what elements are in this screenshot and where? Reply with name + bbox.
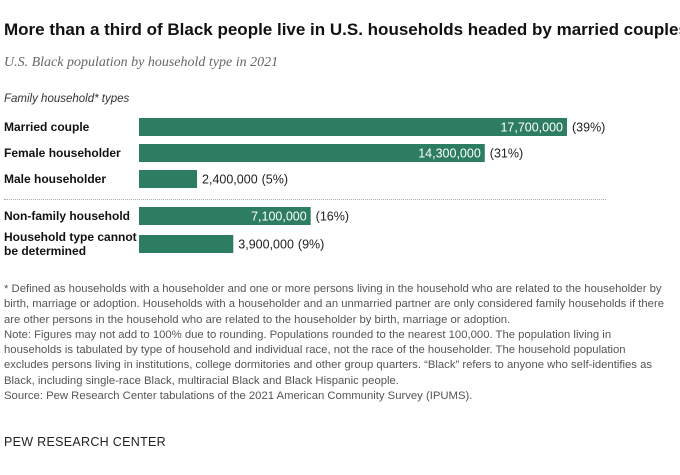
- bar: [139, 144, 485, 162]
- brand-logo-text: PEW RESEARCH CENTER: [4, 435, 166, 449]
- chart-subtitle: U.S. Black population by household type …: [4, 55, 279, 70]
- bar-chart: Married couple 17,700,000 (39%) Female hous…: [4, 118, 605, 258]
- percent-label: (16%): [316, 210, 349, 224]
- percent-label: (31%): [490, 147, 523, 161]
- definition-note: * Defined as households with a household…: [4, 283, 664, 326]
- chart-title: More than a third of Black people live i…: [4, 20, 680, 39]
- category-label: Married couple: [4, 120, 90, 134]
- category-label: Male householder: [4, 172, 106, 186]
- value-label: 2,400,000: [202, 173, 258, 187]
- category-label: Female householder: [4, 146, 121, 160]
- percent-label: (9%): [298, 238, 324, 252]
- percent-label: (5%): [262, 173, 288, 187]
- bar: [139, 118, 567, 136]
- category-label: Non-family household: [4, 209, 130, 223]
- value-label: 17,700,000: [500, 121, 563, 135]
- value-label: 7,100,000: [251, 210, 307, 224]
- value-label: 3,900,000: [238, 238, 294, 252]
- bar: [139, 235, 234, 253]
- value-label: 14,300,000: [418, 147, 481, 161]
- section-divider: [4, 199, 606, 200]
- group-label: Family household* types: [4, 93, 130, 105]
- methodology-note: Note: Figures may not add to 100% due to…: [4, 328, 653, 387]
- category-label: Household type cannot: [4, 230, 137, 244]
- bar: [139, 170, 198, 188]
- source-note: Source: Pew Research Center tabulations …: [4, 390, 473, 403]
- bar: [139, 207, 311, 225]
- chart-notes: * Defined as households with a household…: [4, 282, 672, 404]
- percent-label: (39%): [572, 121, 605, 135]
- category-label: be determined: [4, 244, 86, 258]
